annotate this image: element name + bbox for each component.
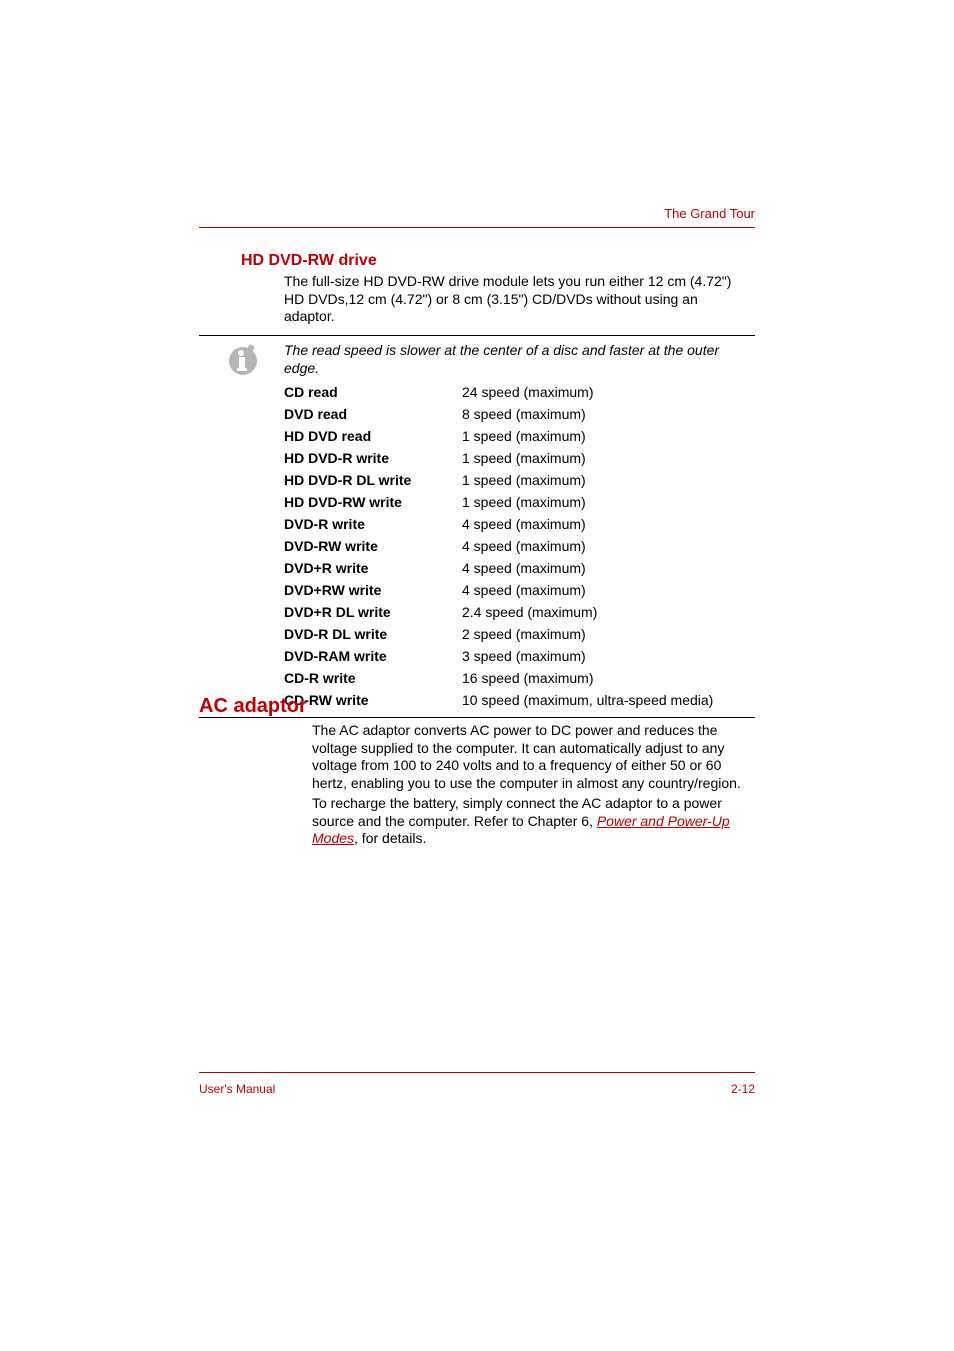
page-container: The Grand Tour HD DVD-RW drive The full-… (0, 0, 954, 1351)
table-row: DVD read8 speed (maximum) (284, 403, 752, 425)
spec-value: 4 speed (maximum) (462, 579, 752, 601)
table-row: HD DVD-RW write1 speed (maximum) (284, 491, 752, 513)
table-row: DVD-RAM write3 speed (maximum) (284, 645, 752, 667)
spec-value: 2.4 speed (maximum) (462, 601, 752, 623)
spec-label: CD read (284, 381, 462, 403)
spec-label: HD DVD-R DL write (284, 469, 462, 491)
spec-label: HD DVD read (284, 425, 462, 447)
spec-value: 1 speed (maximum) (462, 447, 752, 469)
table-row: DVD+R write4 speed (maximum) (284, 557, 752, 579)
ac-p2-post: , for details. (354, 830, 426, 846)
table-row: DVD+RW write4 speed (maximum) (284, 579, 752, 601)
heading-hd-dvd-rw: HD DVD-RW drive (241, 252, 377, 270)
spec-label: DVD read (284, 403, 462, 425)
spec-value: 2 speed (maximum) (462, 623, 752, 645)
table-row: CD-RW write10 speed (maximum, ultra-spee… (284, 689, 752, 711)
info-icon (227, 344, 259, 376)
footer-right: 2-12 (731, 1082, 755, 1096)
spec-table: CD read24 speed (maximum)DVD read8 speed… (284, 381, 752, 711)
paragraph-ac-2: To recharge the battery, simply connect … (312, 795, 752, 848)
paragraph-ac-1: The AC adaptor converts AC power to DC p… (312, 722, 752, 792)
table-row: HD DVD-R write1 speed (maximum) (284, 447, 752, 469)
note-text: The read speed is slower at the center o… (284, 342, 752, 377)
spec-label: DVD+R DL write (284, 601, 462, 623)
spec-label: DVD-R DL write (284, 623, 462, 645)
heading-ac-adaptor: AC adaptor (199, 695, 307, 718)
spec-value: 1 speed (maximum) (462, 469, 752, 491)
spec-label: HD DVD-R write (284, 447, 462, 469)
spec-value: 16 speed (maximum) (462, 667, 752, 689)
spec-value: 4 speed (maximum) (462, 513, 752, 535)
footer-rule (199, 1072, 755, 1073)
spec-value: 24 speed (maximum) (462, 381, 752, 403)
spec-label: DVD-RW write (284, 535, 462, 557)
table-row: HD DVD-R DL write1 speed (maximum) (284, 469, 752, 491)
table-row: DVD-R write4 speed (maximum) (284, 513, 752, 535)
spec-label: DVD-RAM write (284, 645, 462, 667)
table-row: HD DVD read1 speed (maximum) (284, 425, 752, 447)
table-row: DVD-R DL write2 speed (maximum) (284, 623, 752, 645)
spec-value: 4 speed (maximum) (462, 535, 752, 557)
table-row: DVD+R DL write2.4 speed (maximum) (284, 601, 752, 623)
paragraph-hd-intro: The full-size HD DVD-RW drive module let… (284, 273, 752, 326)
spec-value: 4 speed (maximum) (462, 557, 752, 579)
spec-label: DVD+R write (284, 557, 462, 579)
spec-value: 10 speed (maximum, ultra-speed media) (462, 689, 752, 711)
spec-value: 1 speed (maximum) (462, 491, 752, 513)
table-row: DVD-RW write4 speed (maximum) (284, 535, 752, 557)
header-rule (199, 227, 755, 228)
spec-label: DVD+RW write (284, 579, 462, 601)
header-section-label: The Grand Tour (664, 206, 755, 221)
note-block: The read speed is slower at the center o… (199, 335, 755, 718)
footer-left: User's Manual (199, 1082, 275, 1096)
spec-label: DVD-R write (284, 513, 462, 535)
spec-label: CD-R write (284, 667, 462, 689)
spec-label: CD-RW write (284, 689, 462, 711)
table-row: CD read24 speed (maximum) (284, 381, 752, 403)
spec-value: 8 speed (maximum) (462, 403, 752, 425)
spec-label: HD DVD-RW write (284, 491, 462, 513)
spec-value: 3 speed (maximum) (462, 645, 752, 667)
table-row: CD-R write16 speed (maximum) (284, 667, 752, 689)
spec-value: 1 speed (maximum) (462, 425, 752, 447)
